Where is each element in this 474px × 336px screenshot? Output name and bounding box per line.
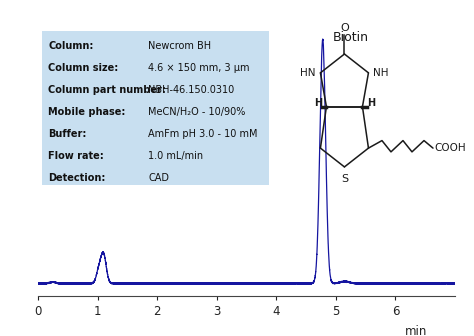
Text: Column part number:: Column part number: [48, 85, 166, 95]
Text: Buffer:: Buffer: [48, 129, 87, 139]
Text: Mobile phase:: Mobile phase: [48, 107, 126, 117]
Text: 1.0 mL/min: 1.0 mL/min [148, 151, 203, 161]
Text: HN: HN [301, 68, 316, 78]
Text: H: H [367, 98, 375, 108]
Text: 4.6 × 150 mm, 3 μm: 4.6 × 150 mm, 3 μm [148, 62, 250, 73]
Text: H: H [314, 98, 322, 108]
Text: Newcrom BH: Newcrom BH [148, 41, 211, 50]
Text: Biotin: Biotin [332, 32, 368, 44]
Text: O: O [340, 23, 349, 33]
Text: Detection:: Detection: [48, 173, 106, 183]
Text: Column size:: Column size: [48, 62, 119, 73]
Text: CAD: CAD [148, 173, 170, 183]
Text: AmFm pH 3.0 - 10 mM: AmFm pH 3.0 - 10 mM [148, 129, 258, 139]
Text: NBH-46.150.0310: NBH-46.150.0310 [148, 85, 235, 95]
Text: MeCN/H₂O - 10/90%: MeCN/H₂O - 10/90% [148, 107, 246, 117]
FancyBboxPatch shape [42, 31, 269, 185]
Text: NH: NH [373, 68, 389, 78]
Text: S: S [341, 174, 348, 184]
Text: Flow rate:: Flow rate: [48, 151, 104, 161]
Text: COOH: COOH [435, 143, 466, 153]
Text: Column:: Column: [48, 41, 94, 50]
Text: min: min [404, 325, 427, 336]
